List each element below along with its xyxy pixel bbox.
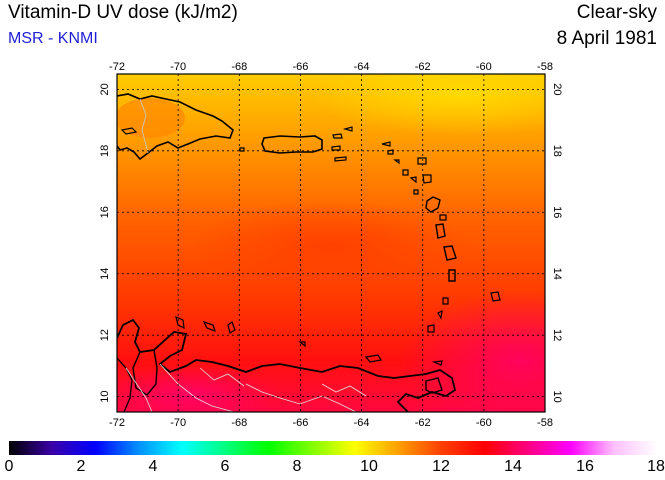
graticule (117, 74, 545, 412)
sky-condition-label: Clear-sky (576, 2, 657, 23)
island-montserrat (413, 189, 419, 195)
island-vieques (331, 145, 341, 151)
lat-tick-right: 10 (551, 391, 563, 403)
colorbar-label: 16 (576, 458, 594, 475)
island-grenada (427, 324, 435, 333)
lon-tick-bottom: -62 (415, 417, 431, 429)
lon-tick-top: -58 (537, 61, 553, 73)
island-stmartin (387, 149, 394, 155)
lat-tick-right: 16 (551, 206, 563, 218)
island-virgin-1 (332, 133, 343, 139)
lat-tick-right: 12 (551, 329, 563, 341)
lon-tick-top: -68 (231, 61, 247, 73)
colorbar-label: 10 (360, 458, 378, 475)
colorbar (9, 441, 657, 455)
source-label: MSR - KNMI (8, 30, 98, 47)
lon-tick-top: -62 (415, 61, 431, 73)
lon-tick-bottom: -68 (231, 417, 247, 429)
colorbar-label: 18 (647, 458, 665, 475)
island-virgin-2 (342, 126, 353, 132)
island-gonave (120, 127, 138, 135)
island-curacao (202, 320, 216, 333)
border-line-2 (159, 363, 235, 412)
island-marie-galante (439, 214, 447, 221)
map-frame (116, 73, 546, 413)
lon-tick-bottom: -64 (354, 417, 370, 429)
island-nevis (409, 176, 417, 184)
guajira-coast (117, 357, 133, 412)
island-stlucia (448, 269, 456, 282)
island-stcroix (334, 156, 347, 162)
lon-tick-bottom: -72 (109, 417, 125, 429)
lon-tick-bottom: -70 (170, 417, 186, 429)
axis-ticks: -72 -72 -70 -70 -68 -68 -66 -66 -64 -64 -62 -62 -60 -… (99, 61, 563, 429)
island-dominica (435, 223, 446, 239)
lat-tick-right: 20 (551, 83, 563, 95)
border-line-1 (125, 367, 153, 412)
lat-tick-left: 18 (99, 145, 111, 157)
lat-tick-left: 14 (99, 268, 111, 280)
island-bonaire (227, 321, 236, 334)
island-grenadines (437, 309, 443, 320)
colorbar-label: 8 (292, 458, 302, 475)
uv-field-hispaniola-hotspot (117, 98, 185, 138)
uv-field-max-area (400, 290, 545, 412)
colorbar-label: 4 (148, 458, 158, 475)
lat-tick-right: 14 (551, 268, 563, 280)
lon-tick-bottom: -58 (537, 417, 553, 429)
island-barbados (490, 291, 501, 302)
island-tobago (431, 360, 443, 366)
colorbar-label: 2 (76, 458, 86, 475)
date-label: 8 April 1981 (556, 28, 657, 49)
uv-field-max-area-sw (117, 365, 280, 412)
island-margarita (364, 354, 382, 363)
lake-maracaibo (132, 349, 158, 396)
hispaniola-coastline (117, 93, 234, 161)
lon-tick-top: -66 (292, 61, 308, 73)
island-barbuda (417, 157, 427, 165)
island-stkitts (402, 169, 409, 176)
lat-tick-left: 16 (99, 206, 111, 218)
colorbar-label: 6 (220, 458, 230, 475)
lat-tick-left: 10 (99, 391, 111, 403)
lon-tick-top: -70 (170, 61, 186, 73)
island-tortuga (298, 341, 306, 348)
island-martinique (443, 245, 457, 261)
island-aruba (175, 315, 185, 330)
border-line-3 (245, 383, 357, 412)
island-stbarts (393, 159, 400, 165)
island-stvincent (442, 297, 449, 305)
map-title: Vitamin-D UV dose (kJ/m2) (8, 2, 238, 23)
island-anguilla (381, 141, 391, 147)
lat-tick-right: 18 (551, 145, 563, 157)
border-line-5 (321, 383, 367, 397)
colorbar-label: 12 (432, 458, 450, 475)
hispaniola-inland-boundary (139, 98, 149, 154)
lon-tick-top: -72 (109, 61, 125, 73)
colorbar-label: 14 (504, 458, 522, 475)
lon-tick-top: -60 (476, 61, 492, 73)
island-guadeloupe (425, 196, 441, 213)
south-america-coastline (117, 318, 457, 412)
island-antigua (422, 174, 432, 184)
map-figure: -72 -72 -70 -70 -68 -68 -66 -66 -64 -64 -62 -62 -60 -… (99, 61, 563, 429)
border-line-4 (199, 367, 245, 387)
uv-field-high-area (190, 200, 470, 290)
colorbar-label: 0 (4, 458, 14, 475)
lon-tick-top: -64 (354, 61, 370, 73)
trinidad-coastline (425, 377, 443, 394)
lat-tick-left: 12 (99, 329, 111, 341)
lon-tick-bottom: -60 (476, 417, 492, 429)
lat-tick-left: 20 (99, 83, 111, 95)
lon-tick-bottom: -66 (292, 417, 308, 429)
